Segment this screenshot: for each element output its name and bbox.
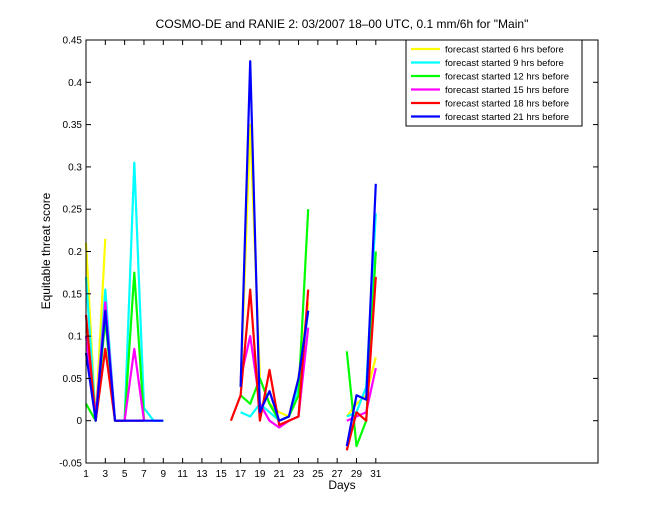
legend-label: forecast started 6 hrs before bbox=[445, 44, 564, 55]
series-6 bbox=[84, 60, 377, 447]
y-tick-label: 0.1 bbox=[68, 332, 82, 343]
y-tick-label: 0.15 bbox=[63, 289, 83, 300]
chart-title: COSMO-DE and RANIE 2: 03/2007 18–00 UTC,… bbox=[156, 17, 529, 31]
x-axis-label: Days bbox=[328, 478, 355, 492]
x-tick-label: 1 bbox=[83, 469, 89, 480]
series-layer bbox=[84, 60, 377, 451]
series-6-segment-1 bbox=[84, 309, 164, 422]
x-tick-label: 23 bbox=[293, 469, 305, 480]
x-tick-label: 11 bbox=[177, 469, 188, 480]
series-5-segment-3 bbox=[345, 276, 377, 451]
series-6-segment-3 bbox=[345, 183, 377, 447]
y-tick-label: 0.05 bbox=[63, 374, 83, 385]
legend-label: forecast started 21 hrs before bbox=[445, 112, 569, 123]
x-tick-label: 21 bbox=[274, 469, 286, 480]
x-tick-label: 7 bbox=[141, 469, 147, 480]
y-tick-label: 0.2 bbox=[68, 247, 82, 258]
x-tick-label: 17 bbox=[235, 469, 247, 480]
y-ticks: -0.05 0 0.05 0.1 0.15 0.2 0.25 0.3 0.35 0.4 0.45 bbox=[59, 36, 598, 470]
x-tick-label: 9 bbox=[161, 469, 167, 480]
legend-label: forecast started 18 hrs before bbox=[445, 98, 569, 109]
x-tick-label: 19 bbox=[254, 469, 266, 480]
legend-label: forecast started 12 hrs before bbox=[445, 71, 569, 82]
y-tick-label: 0.4 bbox=[68, 78, 82, 89]
x-tick-label: 3 bbox=[103, 469, 109, 480]
series-5-segment-2 bbox=[229, 288, 310, 426]
legend: forecast started 6 hrs before forecast st… bbox=[405, 39, 583, 127]
series-3-segment-2 bbox=[239, 209, 310, 422]
y-tick-label: 0.45 bbox=[63, 36, 83, 47]
legend-label: forecast started 15 hrs before bbox=[445, 85, 569, 96]
legend-label: forecast started 9 hrs before bbox=[445, 58, 564, 69]
series-2-segment-2 bbox=[240, 310, 310, 422]
x-ticks: 1 3 5 7 9 11 13 15 17 19 21 23 25 27 29 31 bbox=[83, 40, 382, 480]
x-tick-label: 27 bbox=[332, 469, 344, 480]
y-tick-label: 0 bbox=[76, 416, 82, 427]
y-tick-label: 0.3 bbox=[68, 162, 82, 173]
x-tick-label: 29 bbox=[351, 469, 363, 480]
y-axis-label: Equitable threat score bbox=[39, 192, 53, 309]
y-tick-label: 0.25 bbox=[63, 205, 83, 216]
y-tick-label: 0.35 bbox=[63, 120, 83, 131]
legend-items: forecast started 6 hrs before forecast st… bbox=[411, 44, 569, 123]
x-tick-label: 31 bbox=[370, 469, 382, 480]
legend-box bbox=[405, 39, 583, 127]
series-6-segment-2 bbox=[239, 60, 310, 422]
y-tick-label: -0.05 bbox=[59, 459, 82, 470]
x-tick-label: 13 bbox=[196, 469, 208, 480]
x-tick-label: 5 bbox=[122, 469, 128, 480]
x-tick-label: 15 bbox=[216, 469, 228, 480]
x-tick-label: 25 bbox=[312, 469, 324, 480]
